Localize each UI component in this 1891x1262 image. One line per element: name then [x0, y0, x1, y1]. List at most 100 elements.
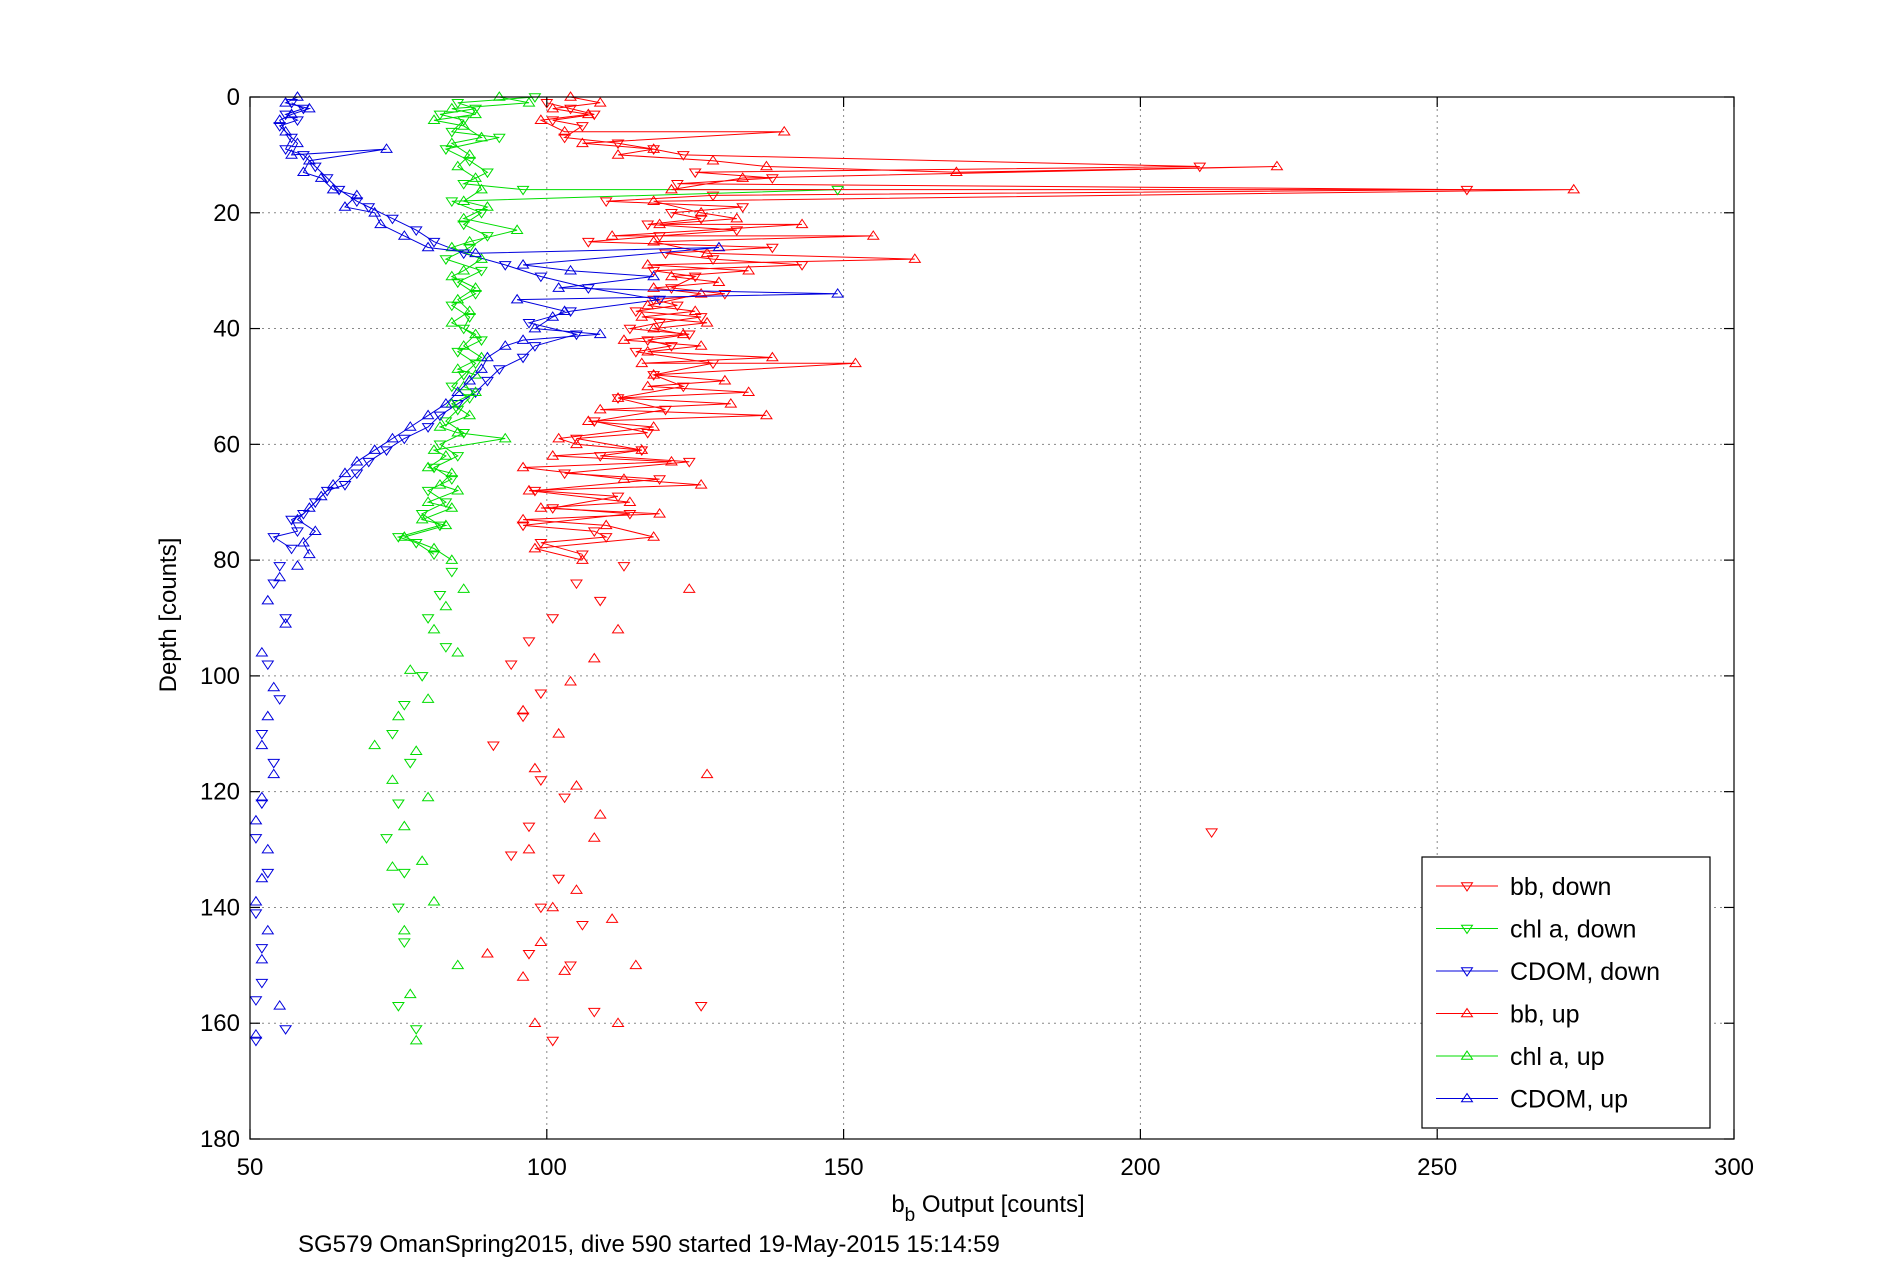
data-point [255, 978, 269, 989]
data-point [350, 469, 364, 480]
data-point [267, 533, 281, 543]
data-point [593, 808, 607, 819]
data-point [593, 596, 607, 607]
data-point [439, 498, 453, 509]
data-point [445, 270, 459, 281]
legend-swatch-marker [1460, 882, 1474, 892]
data-point [629, 959, 643, 970]
data-point [647, 282, 661, 292]
data-point [445, 127, 459, 138]
data-point [706, 255, 720, 265]
data-point [421, 486, 435, 497]
data-point [587, 832, 601, 842]
data-point [386, 729, 399, 740]
series-line-bb-up [523, 96, 1574, 561]
data-point [273, 695, 287, 705]
data-point [249, 814, 263, 825]
data-point [688, 305, 702, 315]
data-point [670, 301, 684, 312]
data-point [261, 710, 275, 721]
data-point [623, 496, 637, 507]
data-point [391, 533, 405, 543]
x-axis-label-rest: Output [counts] [915, 1191, 1084, 1218]
data-point [647, 531, 661, 541]
data-point [641, 259, 655, 269]
data-point [279, 110, 293, 121]
data-point [249, 1036, 263, 1047]
data-point [866, 230, 880, 240]
data-point [676, 382, 690, 393]
data-point [296, 510, 310, 520]
data-point [469, 172, 483, 182]
data-point [730, 212, 744, 223]
data-point [831, 287, 845, 298]
data-point [694, 214, 708, 225]
data-point [451, 363, 465, 373]
data-point [463, 409, 477, 420]
data-point [665, 342, 678, 352]
data-point [611, 623, 625, 634]
data-point [451, 98, 465, 109]
data-point [587, 1007, 601, 1018]
data-point [291, 116, 304, 127]
legend-label: chl a, up [1510, 1043, 1605, 1071]
data-point [469, 290, 483, 300]
data-point [481, 947, 494, 958]
data-point [534, 689, 548, 700]
data-point [421, 461, 435, 472]
data-point [653, 475, 667, 485]
data-point [475, 363, 488, 373]
data-point [759, 160, 773, 171]
x-axis-label-main: b [891, 1191, 904, 1218]
data-point [605, 913, 619, 923]
data-point [439, 450, 453, 460]
data-point [409, 745, 423, 755]
x-axis-label: bb Output [counts] [891, 1191, 1084, 1226]
data-point [433, 440, 447, 451]
data-point [255, 953, 269, 964]
data-point [570, 438, 583, 449]
data-point [457, 380, 471, 391]
data-point [463, 313, 477, 323]
data-point [546, 1036, 560, 1047]
data-point [421, 693, 435, 703]
x-tick-label: 200 [1120, 1154, 1160, 1181]
data-point [558, 793, 572, 804]
data-point [581, 415, 595, 425]
data-point [386, 861, 399, 871]
series-layer [249, 91, 1581, 1047]
data-point [528, 762, 542, 773]
legend-swatch-marker [1460, 924, 1474, 935]
data-point [451, 426, 465, 437]
data-point [528, 542, 542, 553]
data-point [647, 322, 661, 333]
data-point [516, 353, 530, 364]
data-point [279, 96, 293, 107]
y-tick-label: 120 [200, 779, 240, 806]
data-point [427, 237, 441, 248]
data-point [350, 197, 364, 208]
data-point [457, 195, 471, 205]
y-tick-label: 20 [213, 200, 240, 227]
data-point [694, 206, 708, 217]
data-point [249, 1028, 263, 1039]
data-point [445, 475, 459, 485]
data-point [433, 479, 447, 489]
data-point [564, 675, 577, 686]
data-point [403, 421, 417, 431]
data-point [457, 212, 471, 223]
data-point [415, 510, 429, 520]
data-point [504, 851, 518, 862]
data-point [949, 166, 963, 177]
data-point [433, 411, 447, 422]
data-point [653, 318, 667, 329]
y-tick-label: 160 [200, 1010, 240, 1037]
data-point [575, 554, 589, 564]
data-point [350, 455, 364, 466]
data-point [742, 264, 756, 275]
data-point [445, 102, 459, 113]
data-point [291, 137, 304, 148]
data-point [457, 264, 471, 275]
data-point [427, 550, 441, 561]
data-point [302, 102, 316, 113]
